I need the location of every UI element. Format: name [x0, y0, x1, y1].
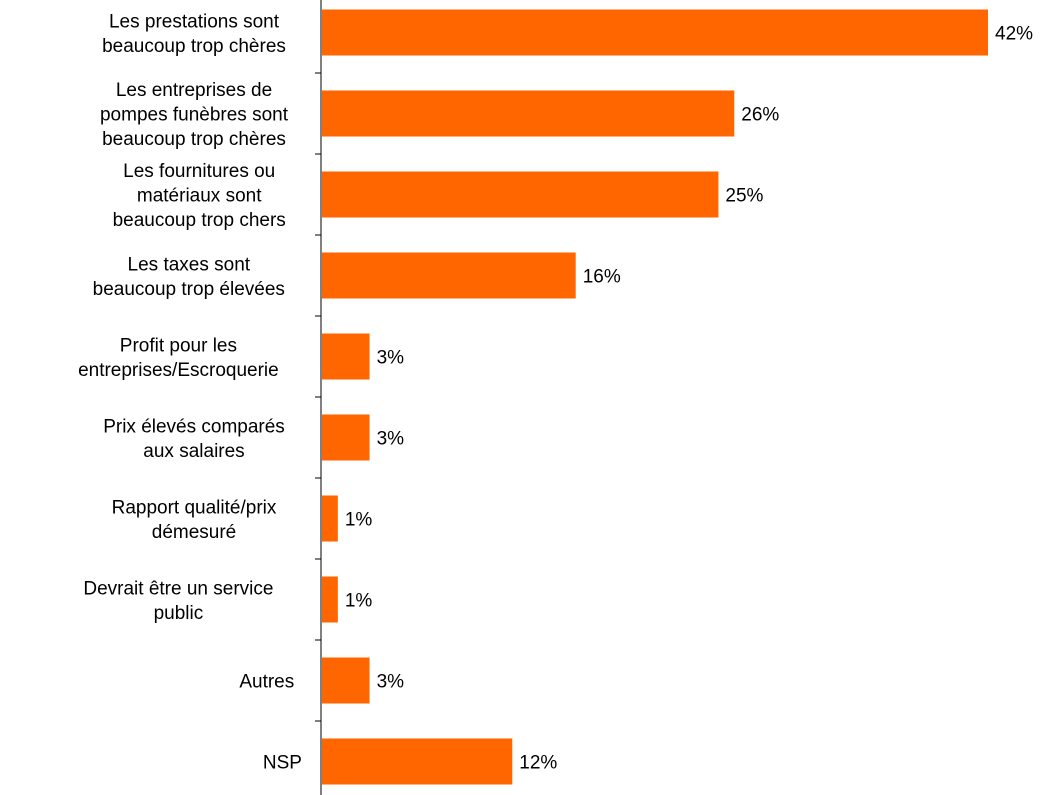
data-label: 16% — [583, 267, 621, 288]
data-label: 12% — [519, 753, 557, 774]
data-label: 1% — [345, 591, 373, 612]
category-label: Autres — [239, 672, 294, 693]
bar — [322, 576, 338, 623]
category-label: Prix élevés comparés aux salaires — [103, 416, 285, 462]
data-label: 26% — [741, 105, 779, 126]
category-labels: Les prestations sont beaucoup trop chères… — [78, 11, 302, 773]
value-labels: 42% 26% 25% 16% 3% 3% 1% 1% 3% 12% — [345, 24, 1033, 774]
data-label: 42% — [995, 24, 1033, 45]
bar — [322, 252, 576, 299]
bar — [322, 90, 735, 137]
bars — [322, 9, 988, 785]
bar — [322, 9, 988, 56]
bar — [322, 171, 719, 218]
bar — [322, 657, 370, 704]
data-label: 3% — [377, 429, 405, 450]
bar — [322, 414, 370, 461]
bar — [322, 333, 370, 380]
category-label: Les taxes sont beaucoup trop élevées — [93, 254, 285, 300]
data-label: 3% — [377, 348, 405, 369]
bar — [322, 738, 513, 785]
category-label: Les fournitures ou matériaux sont beaucoup… — [113, 161, 286, 231]
category-label: Les prestations sont beaucoup trop chères — [102, 11, 286, 57]
category-label: Devrait être un service public — [83, 578, 273, 624]
bar — [322, 495, 338, 542]
y-axis — [315, 0, 322, 795]
category-label: NSP — [263, 753, 302, 774]
category-label: Profit pour les entreprises/Escroquerie — [78, 335, 279, 381]
category-label: Les entreprises de pompes funèbres sont be… — [100, 80, 289, 150]
data-label: 25% — [725, 186, 763, 207]
data-label: 1% — [345, 510, 373, 531]
category-label: Rapport qualité/prix démesuré — [112, 497, 277, 543]
data-label: 3% — [377, 672, 405, 693]
